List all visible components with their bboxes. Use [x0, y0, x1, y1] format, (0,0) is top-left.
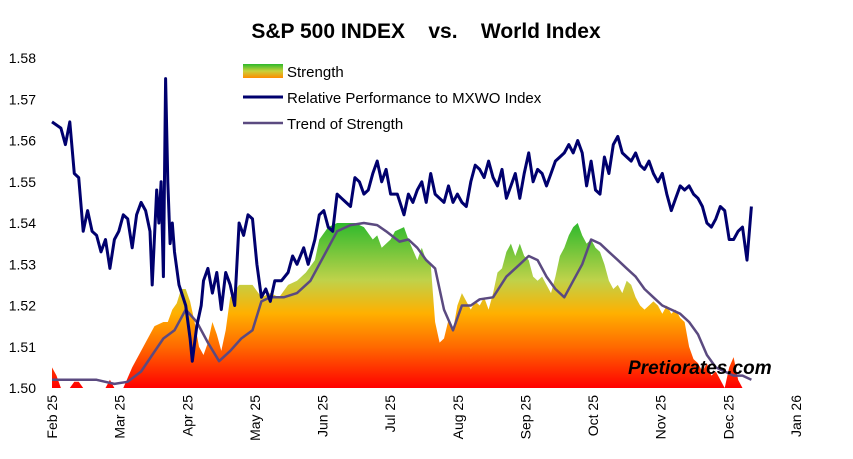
x-tick-label: Nov 25 — [653, 395, 669, 440]
x-tick-label: Aug 25 — [450, 395, 466, 440]
trend-of-strength-line — [52, 221, 752, 386]
x-tick-label: Oct 25 — [585, 395, 601, 436]
x-tick-label: Jan 26 — [788, 395, 804, 437]
y-tick-label: 1.54 — [9, 215, 36, 231]
x-tick-label: Apr 25 — [179, 395, 195, 436]
y-tick-label: 1.53 — [9, 256, 36, 272]
x-axis: Feb 25 Mar 25 Apr 25 May 25 Jun 25 Jul 25 Aug … — [44, 395, 804, 441]
plot-area — [51, 77, 753, 388]
legend-label-relative-performance: Relative Performance to MXWO Index — [287, 90, 542, 107]
y-tick-label: 1.57 — [9, 91, 36, 107]
legend-label-trend-of-strength: Trend of Strength — [287, 116, 403, 133]
legend: Strength Relative Performance to MXWO In… — [243, 64, 542, 133]
x-tick-label: Jun 25 — [315, 395, 331, 437]
y-tick-label: 1.55 — [9, 174, 36, 190]
watermark-pretiorates: Pretiorates.com — [628, 358, 772, 379]
x-tick-label: Dec 25 — [720, 395, 736, 440]
legend-label-strength: Strength — [287, 64, 344, 81]
x-tick-label: Sep 25 — [517, 395, 533, 440]
x-tick-label: Feb 25 — [44, 395, 60, 439]
x-tick-label: Mar 25 — [112, 395, 128, 439]
chart-title: S&P 500 INDEX vs. World Index — [251, 20, 601, 43]
relative-performance-line — [51, 77, 753, 363]
strength-area — [52, 223, 752, 388]
y-tick-label: 1.58 — [9, 50, 36, 66]
y-tick-label: 1.50 — [9, 380, 36, 396]
y-tick-label: 1.51 — [9, 339, 36, 355]
y-tick-label: 1.52 — [9, 298, 36, 314]
y-axis: 1.50 1.51 1.52 1.53 1.54 1.55 1.56 1.57 1.58 — [9, 50, 36, 396]
x-tick-label: Jul 25 — [382, 395, 398, 433]
legend-swatch-strength — [243, 64, 283, 78]
x-tick-label: May 25 — [247, 395, 263, 441]
y-tick-label: 1.56 — [9, 133, 36, 149]
